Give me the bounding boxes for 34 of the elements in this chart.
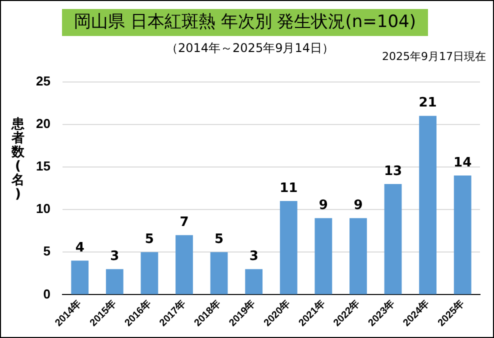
bar: [419, 116, 437, 294]
data-label: 7: [180, 214, 189, 230]
y-tick-label: 10: [36, 201, 50, 216]
y-tick-label: 0: [43, 286, 50, 302]
data-label: 4: [75, 240, 84, 256]
bar: [210, 252, 228, 294]
y-tick-label: 25: [36, 73, 50, 88]
text: 2025年9月17日現在: [382, 49, 486, 64]
data-label: 3: [249, 249, 258, 264]
data-label: 13: [384, 164, 402, 179]
y-tick-label: 20: [36, 116, 50, 131]
bar: [176, 235, 193, 294]
y-tick-label: 5: [43, 244, 50, 259]
bar: [71, 260, 89, 294]
data-label: 5: [214, 232, 224, 248]
chart-subtitle: （2014年～2025年9月14日）: [165, 40, 335, 57]
bar: [140, 252, 158, 294]
bar: [314, 218, 332, 294]
data-label: 9: [354, 198, 363, 213]
data-label: 9: [318, 198, 328, 213]
data-label: 11: [280, 180, 298, 196]
bar: [454, 175, 472, 294]
bar: [280, 201, 298, 294]
y-axis-title: 患者数(名): [10, 117, 26, 202]
chart-title: 岡山県 日本紅斑熱 年次別 発生状況(n=104): [62, 9, 428, 36]
bar: [384, 184, 402, 294]
bar: [245, 269, 263, 294]
bar: [350, 218, 367, 294]
y-tick-label: 15: [36, 158, 50, 174]
data-label: 14: [454, 155, 472, 170]
data-label: 21: [418, 96, 437, 111]
data-label: 3: [110, 249, 120, 264]
data-label: 5: [144, 232, 154, 248]
bar: [106, 269, 124, 294]
